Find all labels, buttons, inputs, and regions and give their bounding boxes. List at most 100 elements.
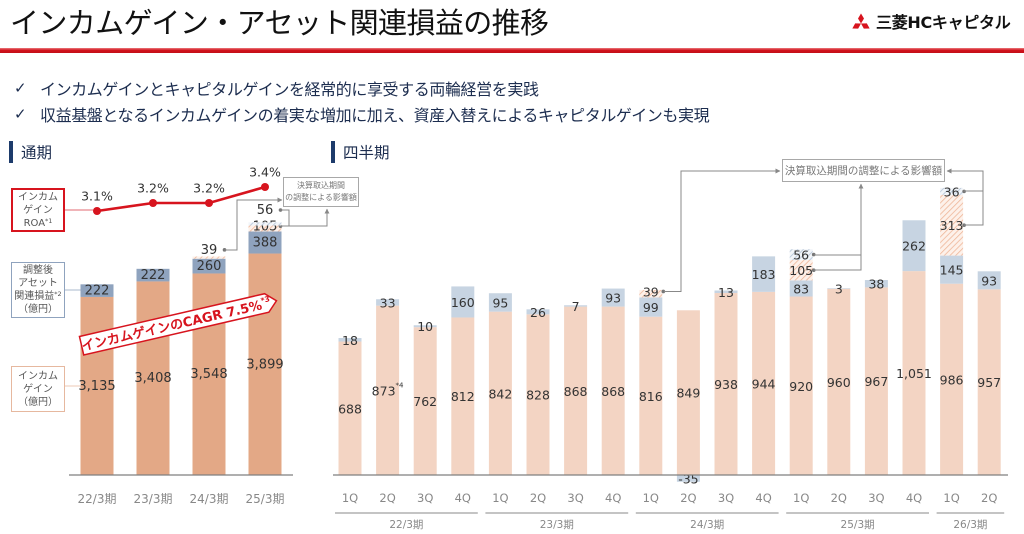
legend-line: （億円） (18, 304, 58, 315)
data-label: 10 (417, 319, 433, 334)
bar-asset (248, 231, 282, 254)
data-label-value: 93 (605, 290, 621, 305)
bar-asset (338, 338, 362, 342)
data-label-value: 36 (944, 184, 960, 199)
data-label: 868 (564, 383, 588, 398)
header-divider (0, 48, 1024, 53)
bar-adj-income (789, 260, 813, 281)
data-label-value: 3,899 (246, 357, 283, 372)
data-label: 39 (643, 284, 659, 299)
legend-line-text: ROA (23, 217, 46, 229)
bar-adj-income (248, 225, 282, 232)
x-tick-label: 23/3期 (134, 492, 173, 506)
bar-asset (488, 293, 512, 312)
bullet-1: ✓ インカムゲインとキャピタルゲインを経常的に享受する両輪経営を実践 (14, 77, 539, 99)
bar-asset (676, 475, 700, 482)
data-label-value: 83 (793, 281, 809, 296)
x-tick-label: 1Q (492, 491, 508, 505)
fiscal-year-label: 24/3期 (690, 519, 724, 531)
bar-income (714, 293, 738, 475)
data-label: 262 (902, 238, 926, 253)
bar-income (864, 287, 888, 475)
data-label: 1,051 (896, 366, 932, 381)
data-label-value: 3,408 (134, 371, 171, 386)
data-label-value: 762 (413, 394, 437, 409)
data-label: 967 (864, 374, 888, 389)
connector-dot (811, 252, 816, 257)
footnote-mark: *3 (260, 294, 271, 305)
bar-asset (714, 290, 738, 294)
data-label: 56 (793, 247, 809, 262)
data-label: 688 (338, 401, 362, 416)
bar-income (827, 288, 851, 475)
x-tick-label: 1Q (793, 491, 809, 505)
adjustment-note-annual: 決算取込期間 の調整による影響額 (283, 177, 359, 207)
adjustment-note-line: 決算取込期間 (297, 181, 345, 190)
bar-asset (940, 255, 964, 284)
bar-asset (80, 284, 114, 297)
legend-line: インカム (18, 191, 58, 203)
data-label-value: 38 (868, 276, 884, 291)
bar-asset (864, 280, 888, 288)
bar-asset (526, 309, 550, 315)
data-label: 957 (977, 375, 1001, 390)
data-label-value: 145 (940, 262, 964, 277)
data-label-value: 56 (793, 247, 809, 262)
x-tick-label: 2Q (680, 491, 696, 505)
data-label-value: 99 (643, 300, 659, 315)
roa-label: 3.2% (193, 181, 225, 196)
adjustment-note-quarterly: 決算取込期間の調整による影響額 (782, 159, 945, 182)
bar-income (376, 305, 400, 475)
data-label-value: 842 (488, 386, 512, 401)
roa-point (261, 183, 269, 191)
bar-income (752, 291, 776, 475)
data-label: 183 (752, 267, 776, 282)
x-tick-label: 24/3期 (190, 492, 229, 506)
bar-asset (601, 288, 625, 307)
data-label-value: 93 (981, 273, 997, 288)
data-label: 105 (253, 219, 278, 234)
adjustment-connector-annual-25 (280, 209, 328, 227)
data-label-value: 960 (827, 374, 851, 389)
x-tick-label: 2Q (530, 491, 546, 505)
data-label: 938 (714, 377, 738, 392)
legend-line: ゲイン (23, 383, 53, 395)
bar-adj-asset (789, 249, 813, 261)
fiscal-year-label: 23/3期 (540, 519, 574, 531)
fiscal-year-label: 22/3期 (389, 519, 423, 531)
x-tick-label: 4Q (906, 491, 922, 505)
data-label: 3,408 (134, 371, 171, 386)
data-label: 7 (572, 298, 580, 313)
data-label: 986 (940, 372, 964, 387)
data-label: 3 (835, 281, 843, 296)
data-label-value: 986 (940, 372, 964, 387)
roa-line (96, 185, 266, 213)
quarterly-chart: 688 18 1Q 873*4 33 2Q 762 10 3Q 812 160 4Q 842 95 1Q 82… (333, 184, 1008, 531)
data-label: 762 (413, 394, 437, 409)
section-header-annual: 通期 (9, 141, 52, 163)
bullet-text: 収益基盤となるインカムゲインの着実な増加に加え、資産入替えによるキャピタルゲイン… (40, 106, 710, 125)
data-label-value: 868 (601, 383, 625, 398)
legend-line: 調整後 (23, 265, 53, 276)
x-tick-label: 25/3期 (246, 492, 285, 506)
data-label: 812 (451, 389, 475, 404)
legend-line: アセット (18, 278, 58, 289)
legend-asset: 調整後 アセット 関連損益*2 （億円） (11, 262, 65, 318)
roa-label: 3.4% (249, 165, 281, 180)
data-label: 39 (201, 242, 218, 257)
connector-dot (811, 268, 816, 273)
bar-adj-income (192, 256, 226, 259)
bar-income (789, 296, 813, 475)
data-label: 313 (940, 218, 964, 233)
legend-line-text: 関連損益 (14, 291, 55, 302)
data-label: 868 (601, 383, 625, 398)
data-label-value: 56 (257, 203, 274, 218)
data-label: 849 (676, 385, 700, 400)
data-label-value: 967 (864, 374, 888, 389)
data-label: 36 (944, 184, 960, 199)
bar-income (338, 341, 362, 475)
data-label: 145 (940, 262, 964, 277)
roa-label: 3.1% (81, 189, 113, 204)
data-label-value: -35 (678, 471, 698, 486)
data-label-value: 95 (492, 295, 508, 310)
